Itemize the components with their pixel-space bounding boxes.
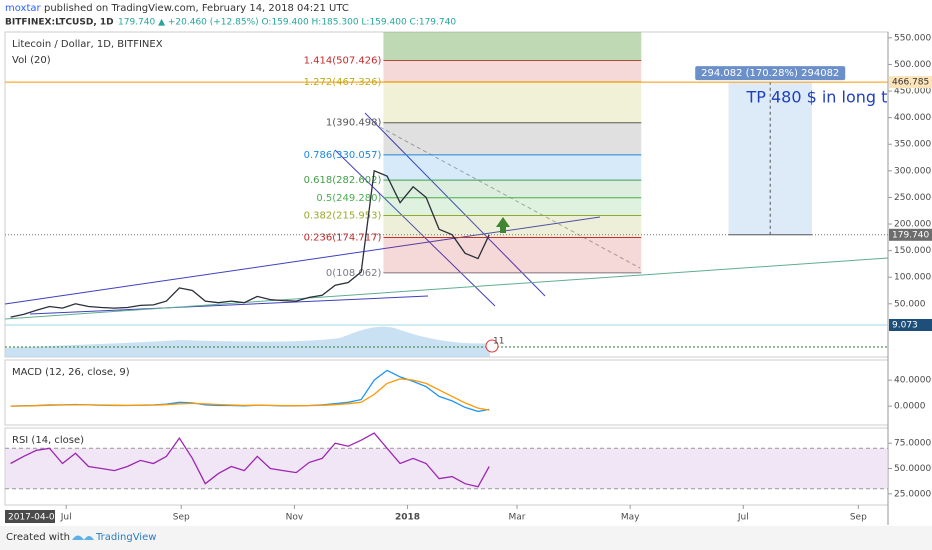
fib-label: 0.618(282.602): [304, 175, 382, 186]
volume-area: [5, 326, 490, 357]
position-label: 294.082 (170.28%) 294082: [701, 68, 839, 79]
y-tick-label: 200.000: [894, 220, 931, 230]
x-tick-label: May: [621, 513, 640, 523]
fib-band: [383, 180, 642, 198]
pane-subtitle: Vol (20): [12, 55, 51, 66]
quote: 179.740 ▲ +20.460 (+12.85%) O:159.400 H:…: [118, 18, 456, 28]
fib-label: 0(108.062): [326, 268, 382, 279]
y-tick-label: 50.0000: [894, 464, 931, 474]
y-tick-label: 500.000: [894, 60, 931, 70]
x-tick-label: Sep: [850, 513, 867, 523]
volume-label: 9.073: [892, 321, 918, 331]
fib-band: [383, 197, 642, 216]
x-tick-label: Jul: [737, 513, 749, 523]
fib-band: [383, 237, 642, 273]
last-price-label-box: [889, 228, 932, 241]
y-tick-label: 50.000: [894, 299, 926, 309]
rsi-band: [5, 448, 888, 489]
y-tick-label: 550.000: [894, 33, 931, 43]
fib-band: [383, 122, 642, 155]
author[interactable]: moxtar: [5, 3, 42, 14]
resistance-label-box: [889, 76, 932, 89]
resistance-label: 466.785: [892, 78, 929, 88]
fib-band: [383, 154, 642, 181]
footer-brand: TradingView: [95, 532, 156, 543]
y-tick-label: 0.0000: [894, 402, 926, 412]
y-tick-label: 400.000: [894, 113, 931, 123]
fib-label: 0.382(215.953): [304, 211, 382, 222]
x-tick-label: Nov: [286, 513, 304, 523]
fib-label: 0.786(330.057): [304, 150, 382, 161]
fib-label: 0.236(174.717): [304, 232, 382, 243]
x-tick-label: Mar: [508, 513, 525, 523]
y-tick-label: 75.0000: [894, 439, 931, 449]
position-label-box: [695, 66, 846, 81]
fib-top-band: [383, 32, 642, 61]
last-price-label: 179.740: [892, 230, 929, 240]
y-tick-label: 250.000: [894, 193, 931, 203]
y-tick-label: 350.000: [894, 140, 931, 150]
fib-label: 1.414(507.426): [304, 55, 382, 66]
y-tick-label: 450.000: [894, 87, 931, 97]
x-tick-label: Sep: [173, 513, 190, 523]
range-start: 2017-04-05: [8, 513, 60, 523]
indicator-line: [10, 432, 490, 488]
y-tick-label: 100.000: [894, 273, 931, 283]
price-line: [10, 169, 490, 318]
y-tick-label: 40.0000: [894, 376, 931, 386]
fib-label: 1(390.498): [326, 118, 382, 129]
footer-logo: [72, 535, 94, 540]
fib-band: [383, 81, 642, 123]
symbol: BITFINEX:LTCUSD, 1D: [5, 18, 114, 28]
volume-label-box: [889, 319, 932, 331]
pane-title: Litecoin / Dollar, 1D, BITFINEX: [12, 39, 163, 50]
footer-created: Created with: [6, 532, 70, 543]
note: TP 480 $ in long t: [745, 88, 887, 107]
pane-title: RSI (14, close): [12, 435, 84, 446]
event-badge-label: 11: [493, 337, 504, 347]
y-tick-label: 150.000: [894, 246, 931, 256]
footer-bg: [0, 526, 932, 550]
event-badge: [485, 339, 499, 353]
pane-title: MACD (12, 26, close, 9): [12, 367, 130, 378]
published: published on TradingView.com, February 1…: [44, 3, 349, 14]
range-start-box: [5, 510, 55, 523]
fib-label: 0.5(249.280): [316, 193, 381, 204]
x-tick-label: 2018: [395, 513, 420, 523]
x-tick-label: Jul: [60, 513, 72, 523]
main-layer: 0(108.062) 0.236(174.717) 0.382(215.953) 0.…: [5, 32, 888, 318]
fib-band: [383, 60, 642, 82]
fib-band: [383, 215, 642, 238]
y-tick-label: 25.0000: [894, 489, 931, 499]
indicator-line: [10, 378, 490, 411]
y-tick-label: 300.000: [894, 166, 931, 176]
